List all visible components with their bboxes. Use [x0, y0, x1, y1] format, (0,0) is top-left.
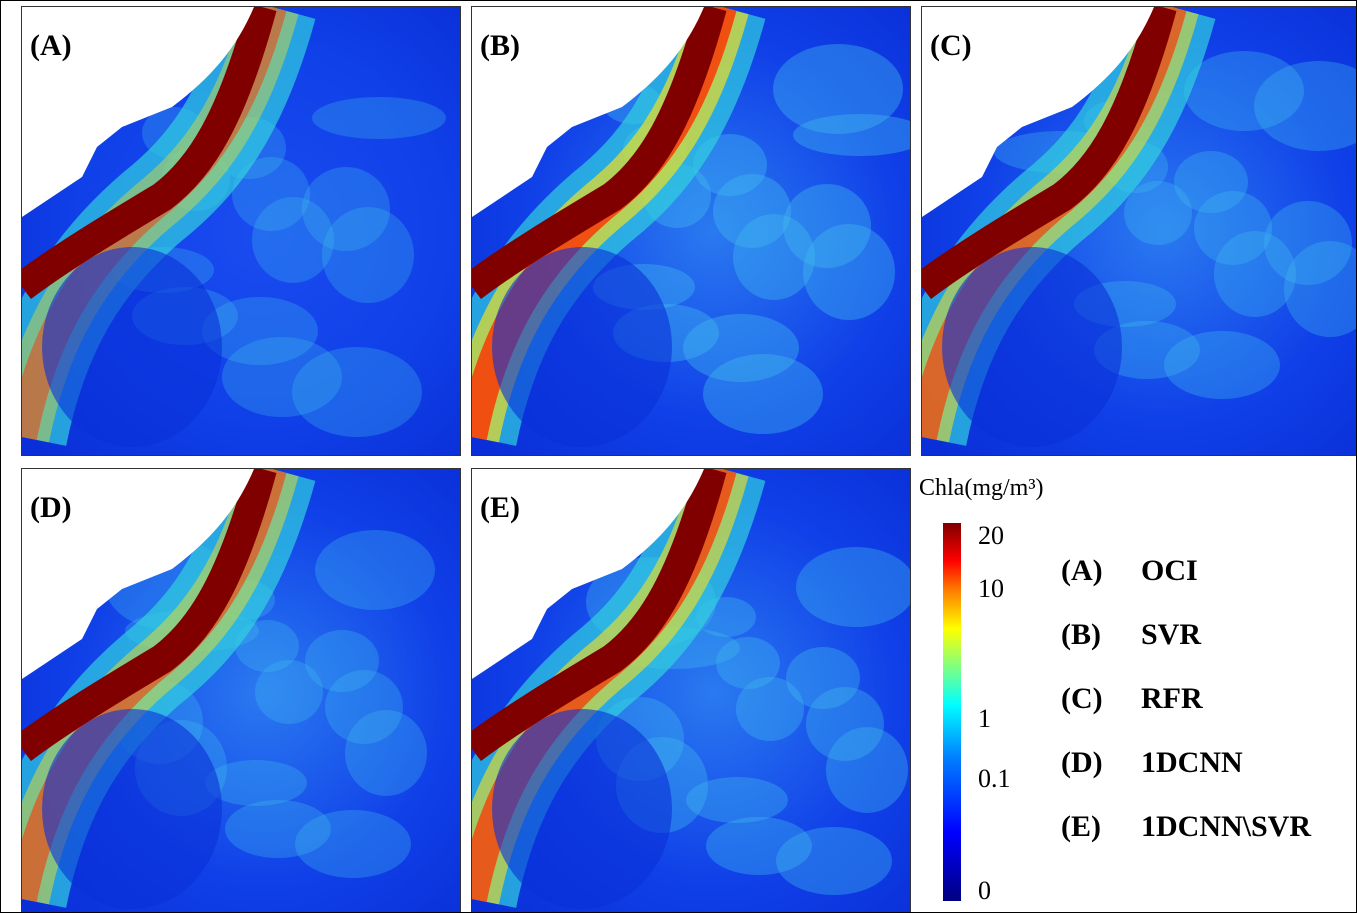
colorbar-tick-label: 1 [978, 704, 991, 733]
legend-entry: (E) 1DCNN\SVR [1061, 810, 1311, 844]
legend-entry: (B) SVR [1061, 618, 1201, 652]
map-image [922, 7, 1356, 455]
legend-name: RFR [1141, 682, 1203, 715]
colorbar [943, 523, 961, 901]
map-panel: (C) [921, 6, 1356, 456]
map-image [22, 469, 460, 912]
legend-code: (C) [1061, 682, 1103, 715]
colorbar-tick-label: 10 [978, 574, 1004, 603]
legend-name: 1DCNN [1141, 746, 1243, 779]
map-image [22, 7, 460, 455]
panel-label: (B) [480, 29, 520, 62]
legend-entry: (C) RFR [1061, 682, 1203, 716]
panel-label: (A) [30, 29, 72, 62]
legend-code: (E) [1061, 810, 1101, 843]
map-panel: (B) [471, 6, 911, 456]
legend-code: (D) [1061, 746, 1103, 779]
map-image [472, 469, 910, 912]
legend-entry: (D) 1DCNN [1061, 746, 1243, 780]
colorbar-tick-label: 0 [978, 876, 991, 905]
legend-name: SVR [1141, 618, 1202, 651]
colorbar-tick-label: 0.1 [978, 764, 1011, 793]
panel-label: (D) [30, 491, 72, 524]
map-panel: (E) [471, 468, 911, 912]
legend-code: (B) [1061, 618, 1101, 651]
map-panel: (D) [21, 468, 461, 912]
legend-name: 1DCNN\SVR [1141, 810, 1312, 843]
panel-label: (C) [930, 29, 972, 62]
panel-label: (E) [480, 491, 520, 524]
map-panel: (A) [21, 6, 461, 456]
legend-name: OCI [1141, 554, 1198, 587]
legend-entry: (A) OCI [1061, 554, 1198, 588]
legend-code: (A) [1061, 554, 1103, 587]
colorbar-title: Chla(mg/m³) [919, 475, 1044, 501]
map-image [472, 7, 910, 455]
colorbar-tick-label: 20 [978, 521, 1004, 550]
